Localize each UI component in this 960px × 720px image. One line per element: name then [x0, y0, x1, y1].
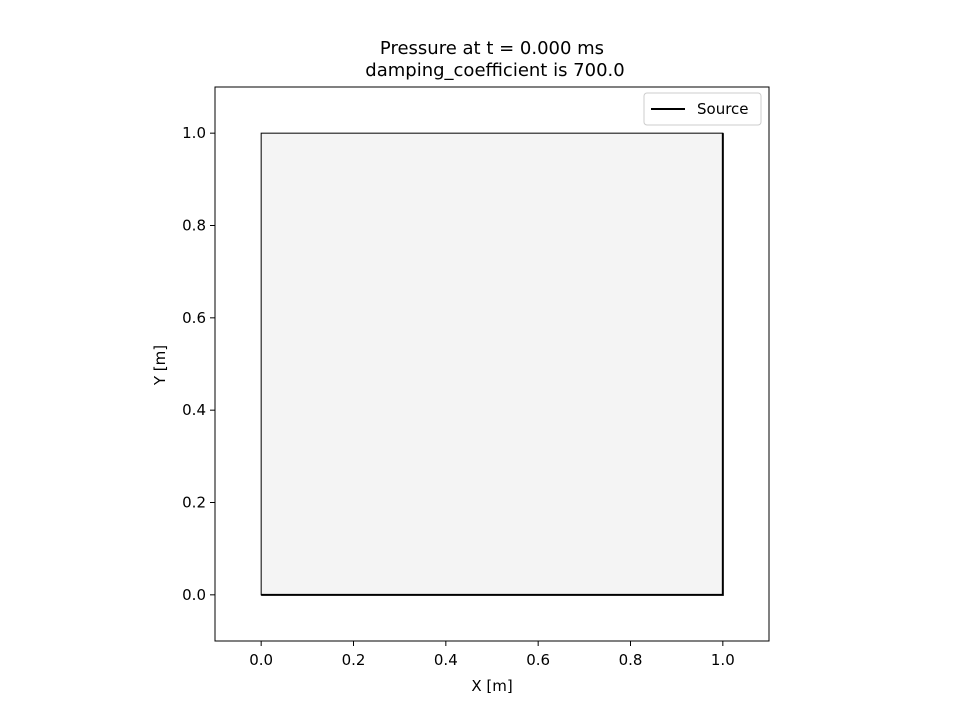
chart-title: Pressure at t = 0.000 ms — [380, 38, 604, 59]
y-tick-label: 0.2 — [182, 494, 206, 512]
series-line-source — [261, 133, 724, 596]
y-tick-label: 0.6 — [182, 309, 206, 327]
chart-subtitle: damping_coefficient is 700.0 — [365, 60, 624, 81]
x-axis-label: X [m] — [471, 677, 512, 695]
legend-box — [643, 92, 762, 126]
x-tick-label: 0.2 — [342, 651, 366, 669]
x-tick-label: 0.0 — [249, 651, 273, 669]
y-axis-label: Y [m] — [151, 345, 169, 386]
x-tick-label: 1.0 — [711, 651, 735, 669]
y-tick-label: 0.0 — [182, 586, 206, 604]
plot-area: 0.0 0.2 0.4 0.6 0.8 1.0 0.0 0.2 0.4 0.6 0.8 1.0 — [182, 86, 770, 669]
pressure-field — [260, 132, 724, 596]
x-tick-label: 0.6 — [526, 651, 550, 669]
y-tick-label: 1.0 — [182, 124, 206, 142]
x-tick-label: 0.4 — [434, 651, 458, 669]
legend: Source — [643, 92, 762, 126]
axes-frame — [214, 86, 770, 642]
legend-label-source: Source — [697, 100, 749, 118]
y-tick-label: 0.4 — [182, 401, 206, 419]
x-tick-label: 0.8 — [619, 651, 643, 669]
y-tick-label: 0.8 — [182, 217, 206, 235]
